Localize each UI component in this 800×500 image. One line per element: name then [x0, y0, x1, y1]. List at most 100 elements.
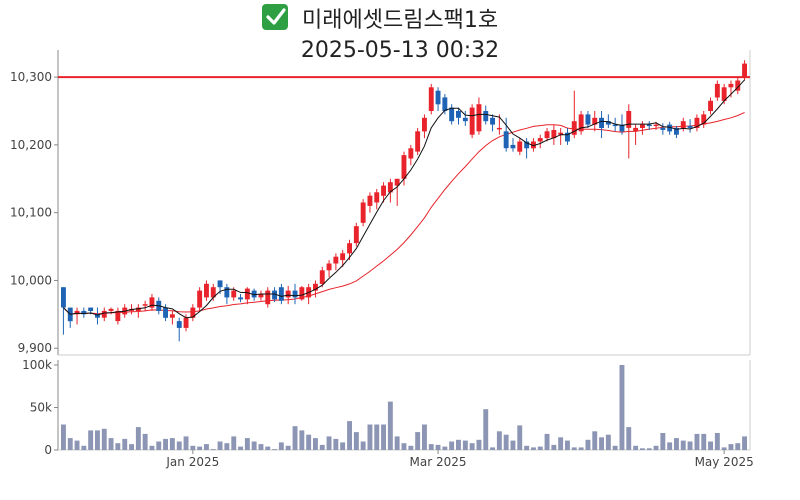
candle-body — [210, 287, 216, 298]
volume-bar — [61, 424, 66, 450]
volume-bar — [387, 401, 393, 450]
volume-bar — [742, 436, 747, 450]
volume-bar — [619, 365, 625, 450]
volume-bar — [292, 426, 298, 450]
candle-body — [190, 307, 196, 318]
moving-average-short-line — [63, 79, 745, 319]
volume-tick-label: 0 — [44, 443, 52, 457]
candle-body — [599, 117, 604, 128]
volume-bar — [101, 428, 107, 451]
volume-bar — [524, 445, 530, 451]
candle-body — [285, 290, 291, 298]
candle-body — [667, 124, 673, 132]
volume-bar — [708, 441, 713, 450]
volume-bar — [735, 443, 741, 450]
chart-title: 미래에셋드림스팩1호 — [302, 8, 498, 33]
candle-body — [224, 287, 230, 298]
candle-body — [565, 132, 570, 142]
candle-body — [217, 280, 223, 288]
volume-bar — [326, 436, 332, 450]
candle-body — [544, 131, 550, 139]
volume-bar — [176, 441, 182, 450]
candle-body — [687, 125, 693, 128]
volume-bar — [578, 447, 584, 450]
volume-bar — [674, 438, 679, 450]
candle-body — [510, 144, 516, 149]
volume-bar — [197, 446, 203, 450]
candle-body — [571, 121, 577, 135]
candle-body — [231, 290, 237, 298]
volume-bar — [190, 445, 196, 451]
candle-body — [101, 310, 107, 318]
volume-bar — [108, 438, 114, 450]
volume-bar — [510, 440, 516, 450]
volume-bar — [272, 449, 277, 450]
chart-timestamp: 2025-05-13 00:32 — [301, 38, 499, 63]
candle-body — [674, 127, 679, 135]
candle-body — [367, 195, 373, 206]
volume-bar — [122, 438, 128, 450]
candle-body — [163, 307, 168, 318]
volume-bar — [95, 430, 100, 450]
candle-body — [176, 321, 182, 328]
candle-body — [88, 307, 94, 311]
candle-body — [278, 287, 284, 301]
candle-body — [476, 104, 482, 132]
price-tick-label: 9,900 — [18, 341, 52, 355]
volume-bar — [721, 447, 727, 450]
candle-body — [183, 317, 189, 328]
x-tick-label: Mar 2025 — [410, 455, 467, 469]
volume-bar — [381, 424, 386, 450]
check-mark-icon — [262, 4, 288, 30]
volume-bar — [476, 439, 482, 450]
candle-body — [483, 111, 489, 122]
candle-body — [251, 290, 257, 298]
candle-body — [265, 290, 271, 305]
volume-bar — [571, 447, 577, 450]
volume-bar — [694, 433, 700, 450]
volume-bar — [469, 443, 475, 450]
volume-bar — [605, 434, 611, 450]
volume-bar — [278, 442, 284, 450]
candle-body — [135, 307, 141, 311]
volume-bar — [204, 444, 209, 450]
candle-body — [374, 192, 380, 203]
candle-body — [592, 117, 598, 125]
volume-bar — [81, 445, 87, 451]
volume-bar — [135, 427, 141, 450]
candle-body — [633, 127, 639, 132]
volume-bar — [115, 443, 121, 450]
candle-body — [74, 310, 80, 315]
volume-bar — [163, 438, 168, 450]
candle-body — [95, 314, 100, 318]
candle-body — [449, 107, 455, 122]
candle-body — [258, 294, 264, 298]
volume-bar — [435, 444, 441, 450]
volume-bar — [183, 436, 189, 450]
volume-bar — [258, 444, 264, 450]
volume-bar — [490, 447, 495, 450]
candle-body — [619, 124, 625, 132]
volume-bar — [442, 446, 448, 450]
candle-body — [585, 114, 591, 125]
volume-bar — [483, 409, 489, 450]
candle-body — [694, 117, 700, 128]
candle-body — [735, 80, 741, 91]
candle-body — [551, 130, 557, 139]
volume-bar — [653, 445, 659, 451]
candle-body — [428, 87, 434, 111]
candle-body — [415, 131, 421, 152]
price-tick-label: 10,300 — [10, 70, 52, 84]
candle-body — [626, 111, 632, 128]
x-tick-label: May 2025 — [695, 455, 754, 469]
volume-bar — [592, 431, 598, 450]
volume-bar — [142, 433, 148, 450]
candle-body — [347, 243, 352, 254]
volume-bar — [394, 436, 400, 450]
candle-body — [742, 63, 747, 78]
volume-bar — [299, 430, 305, 450]
volume-bar — [231, 436, 237, 450]
candle-body — [435, 90, 441, 105]
volume-bar — [428, 444, 434, 450]
